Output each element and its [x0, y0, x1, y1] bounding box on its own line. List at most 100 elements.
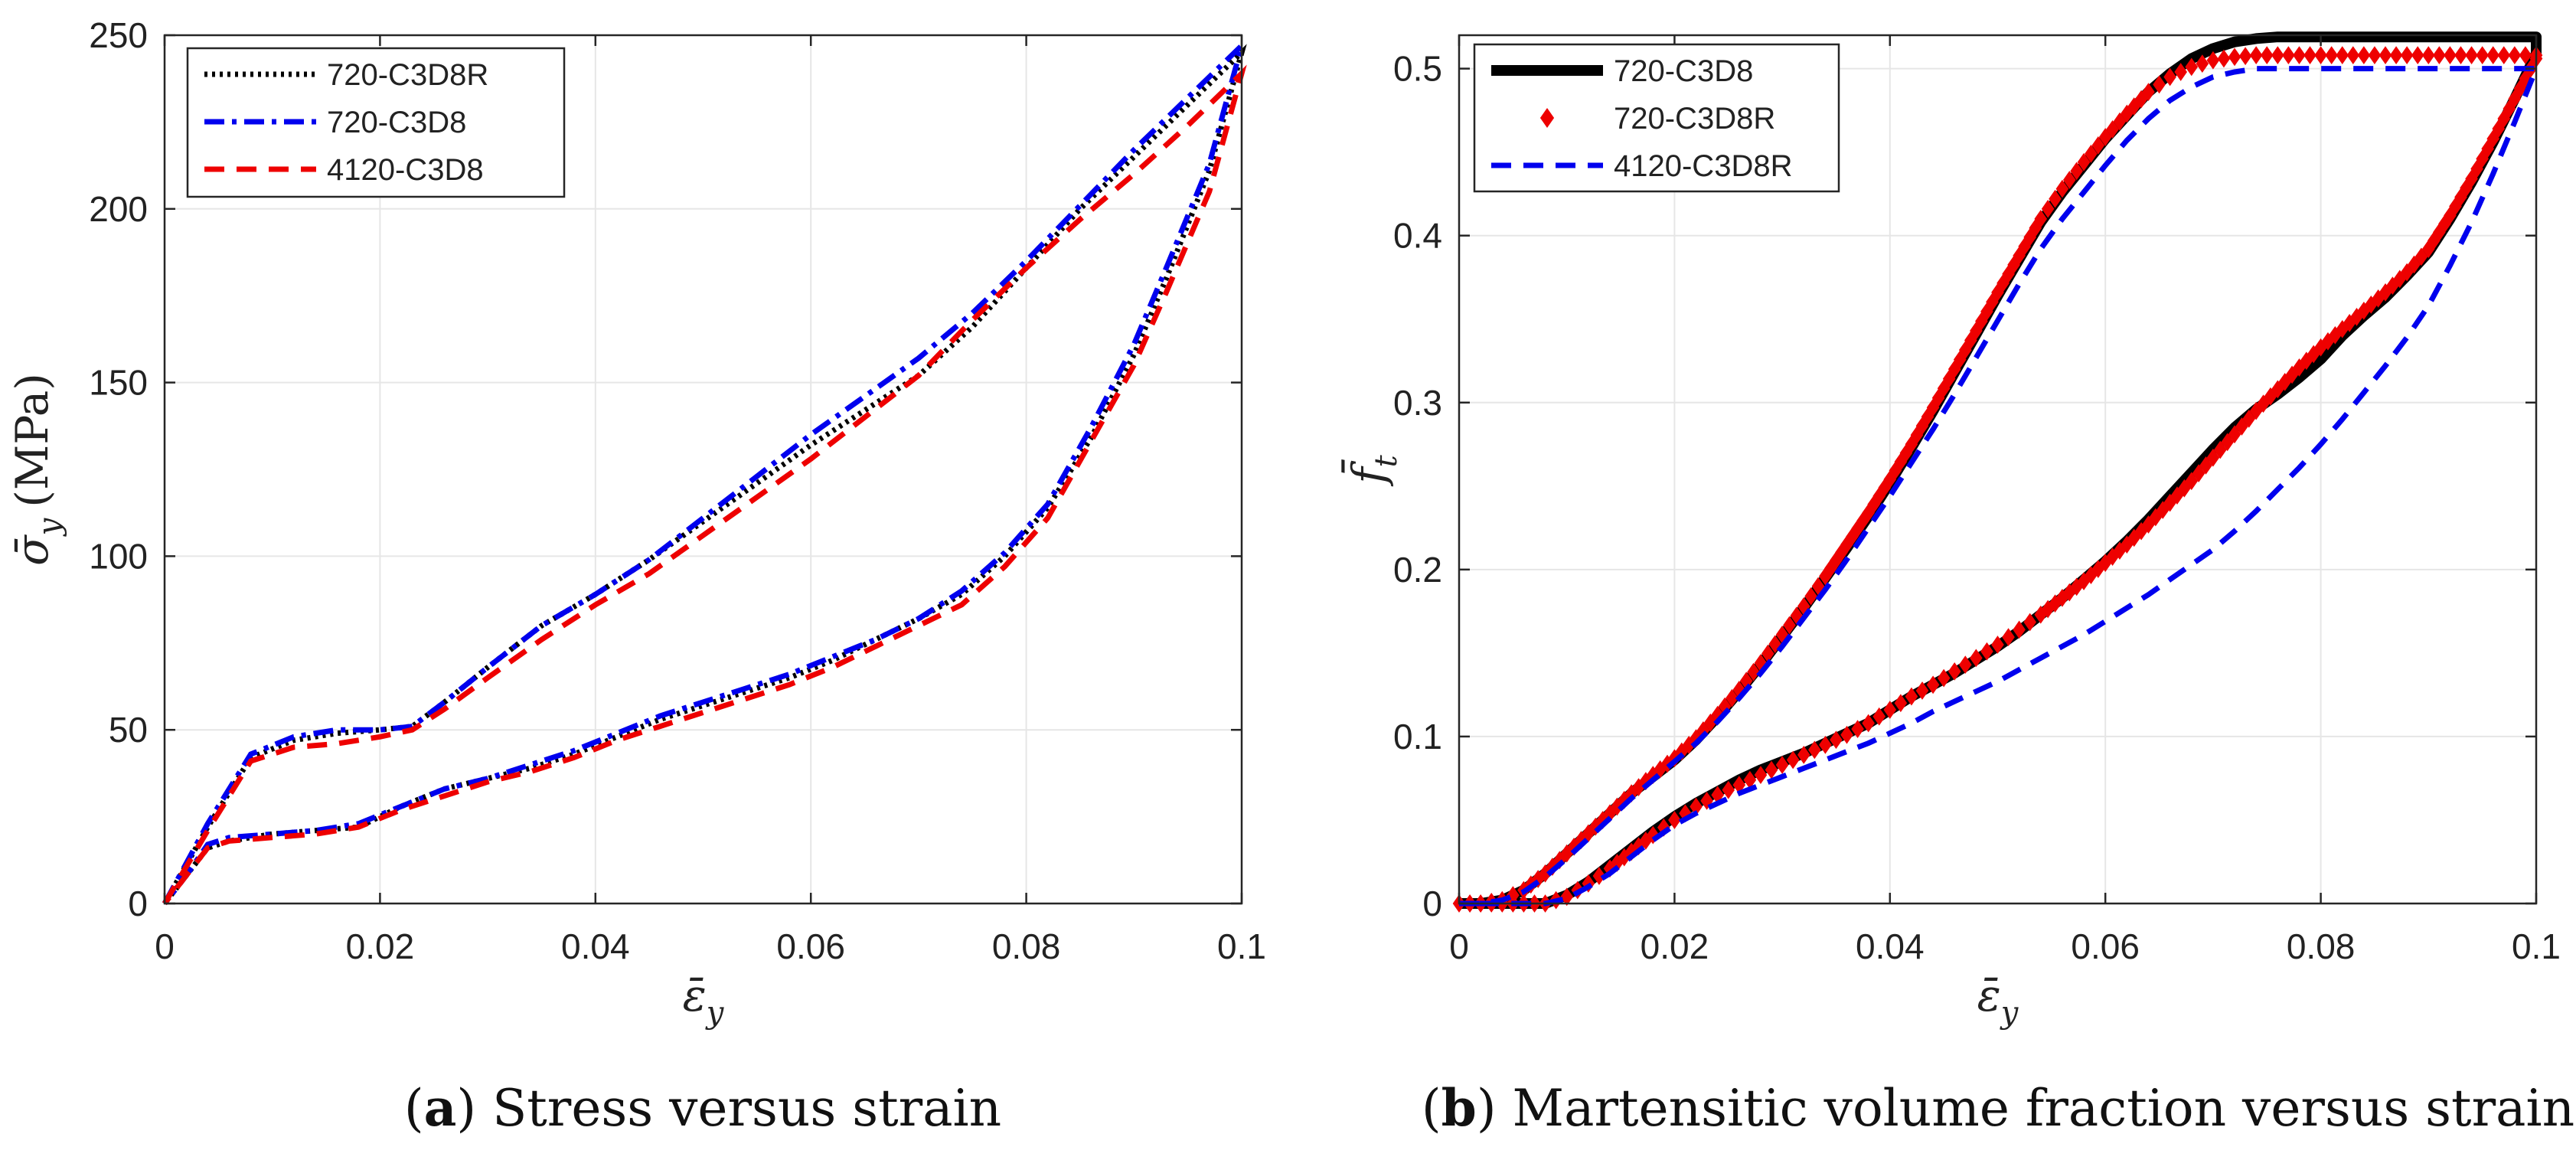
axes-box	[1458, 34, 2538, 905]
data-point	[2400, 46, 2414, 65]
data-point	[2329, 325, 2342, 345]
data-point	[2196, 54, 2209, 73]
y-tick-label: 250	[89, 15, 148, 55]
data-point	[2106, 119, 2119, 139]
y-tick-label: 0.1	[1393, 717, 1442, 756]
data-point	[2364, 295, 2378, 314]
y-tick-label: 0	[128, 884, 148, 923]
data-point	[2433, 46, 2446, 65]
y-axis-label: f̄t	[1340, 454, 1404, 486]
data-point	[2163, 67, 2176, 87]
x-tick-label: 0.08	[2287, 926, 2356, 966]
data-point	[2228, 425, 2241, 444]
data-point	[2034, 210, 2048, 228]
data-point	[1915, 681, 1929, 700]
data-point	[1872, 707, 1886, 726]
legend: 720-C3D8R 720-C3D8 4120-C3D8	[186, 47, 566, 198]
y-tick-label: 0.2	[1393, 550, 1442, 590]
legend-label: 720-C3D8	[327, 106, 466, 139]
y-tick-label: 150	[89, 363, 148, 403]
data-point	[1657, 818, 1670, 837]
data-point	[1804, 587, 1817, 606]
data-point	[2106, 547, 2119, 566]
data-point	[2508, 46, 2522, 65]
panel-a-stress-strain: 0 0.02 0.04 0.06 0.08 0.1 0 50 100 150 200 250 ε̄y σ̄…	[6, 15, 1266, 1138]
data-point	[2497, 109, 2511, 128]
data-point	[2153, 75, 2166, 94]
x-tick-label: 0.02	[1641, 926, 1709, 966]
data-point	[2121, 535, 2134, 554]
legend-label: 720-C3D8	[1614, 54, 1753, 88]
data-point	[2303, 46, 2316, 65]
series-group	[1452, 31, 2543, 913]
data-point	[2321, 332, 2335, 351]
data-point	[2368, 46, 2382, 65]
data-point	[1970, 649, 1983, 668]
y-tick-label: 200	[89, 189, 148, 229]
series-line-720-C3D8	[162, 37, 1247, 906]
data-point	[2282, 46, 2295, 65]
data-point	[2221, 433, 2234, 452]
data-point	[2242, 409, 2256, 428]
data-point	[2486, 129, 2500, 149]
data-point	[2314, 338, 2327, 357]
x-tick-label: 0.04	[561, 926, 630, 966]
data-point	[1783, 616, 1796, 635]
y-tick-label: 0.4	[1393, 216, 1442, 256]
data-point	[1639, 831, 1653, 850]
data-point	[2238, 47, 2252, 66]
data-point	[2249, 401, 2263, 420]
data-point	[2213, 440, 2227, 459]
data-point	[1797, 746, 1810, 764]
legend-marker	[1539, 108, 1555, 128]
data-point	[1830, 730, 1843, 750]
legend-label: 4120-C3D8R	[1614, 149, 1792, 183]
x-tick-label: 0	[155, 926, 175, 966]
figure-caption: (b) Martensitic volume fraction versus s…	[1422, 1078, 2574, 1138]
x-axis-label: ε̄y	[683, 969, 725, 1031]
x-tick-label: 0.1	[1217, 926, 1266, 966]
data-point	[1775, 756, 1789, 774]
figure-caption: (a) Stress versus strain	[404, 1078, 1001, 1138]
data-point	[2013, 620, 2026, 639]
data-point	[2476, 149, 2489, 168]
data-point	[2421, 46, 2435, 65]
data-point	[2174, 63, 2188, 81]
data-point	[2113, 541, 2127, 560]
data-point	[1905, 687, 1918, 706]
data-point	[2519, 46, 2532, 65]
legend-label: 720-C3D8R	[327, 58, 488, 92]
y-tick-label: 100	[89, 536, 148, 576]
data-point	[2486, 46, 2500, 65]
data-point	[1560, 887, 1574, 907]
y-tick-label: 0.3	[1393, 383, 1442, 423]
data-point	[1646, 825, 1660, 845]
x-axis-label: ε̄y	[1977, 969, 2019, 1031]
data-point	[2002, 628, 2015, 647]
data-point	[2091, 136, 2105, 155]
series-group	[162, 37, 1247, 906]
data-point	[2476, 46, 2489, 65]
data-point	[2372, 289, 2385, 308]
data-point	[1632, 837, 1645, 856]
x-tick-label: 0	[1449, 926, 1469, 966]
data-point	[2127, 528, 2141, 547]
x-tick-label: 0.06	[2071, 926, 2140, 966]
data-point	[2217, 49, 2231, 68]
data-point	[2199, 456, 2212, 475]
x-tick-label: 0.06	[776, 926, 845, 966]
x-tick-label: 0.04	[1856, 926, 1925, 966]
y-tick-label: 50	[109, 710, 148, 750]
axes-box	[163, 34, 1243, 905]
data-point	[1747, 662, 1760, 681]
data-point	[1862, 714, 1875, 733]
data-point	[2481, 139, 2495, 158]
legend-label: 720-C3D8R	[1614, 102, 1775, 136]
data-point	[2408, 255, 2421, 274]
data-point	[2113, 112, 2127, 131]
data-point	[1754, 766, 1768, 784]
data-point	[2444, 46, 2457, 65]
legend: 720-C3D8 720-C3D8R 4120-C3D8R	[1473, 43, 1840, 193]
data-point	[1894, 694, 1908, 713]
data-point	[2336, 46, 2349, 65]
